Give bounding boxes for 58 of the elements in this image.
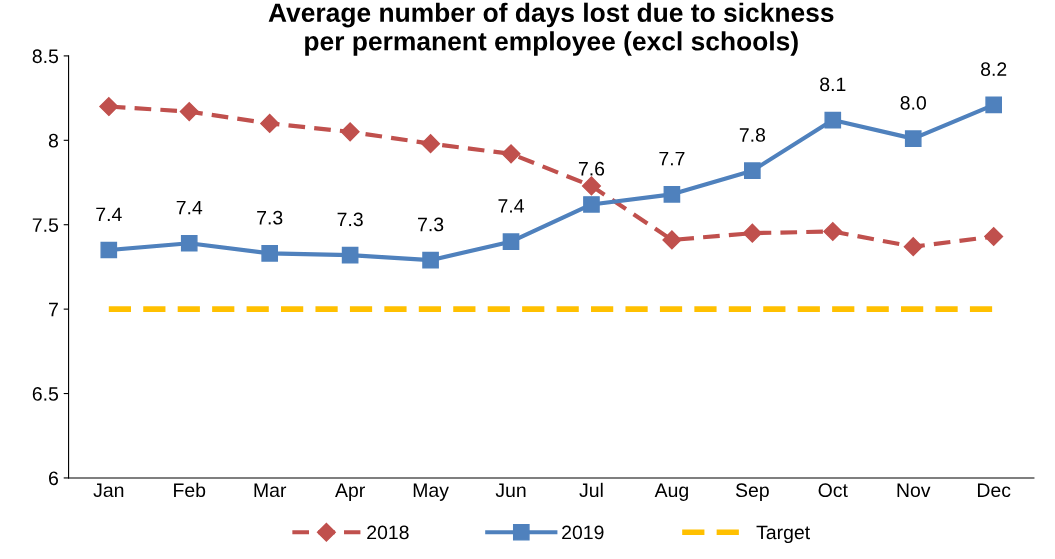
x-tick-label: Sep <box>735 483 769 501</box>
point <box>662 230 682 250</box>
data-label: 7.6 <box>578 161 605 176</box>
point <box>340 122 360 142</box>
y-tick-label: 8 <box>48 133 59 148</box>
data-label: 7.4 <box>498 199 524 213</box>
point <box>260 113 280 133</box>
x-tick-label: May <box>413 483 449 501</box>
point <box>581 176 601 196</box>
data-label: 7.4 <box>176 200 203 215</box>
point <box>422 251 439 269</box>
legend-label: 2019 <box>562 525 604 540</box>
data-label: 7.8 <box>739 128 766 142</box>
point <box>502 233 520 250</box>
x-tick-label: Mar <box>254 483 287 498</box>
data-label: 7.7 <box>659 151 685 166</box>
point <box>261 245 279 262</box>
y-tick-label: 7.5 <box>32 218 59 232</box>
x-tick-label: Apr <box>335 483 365 501</box>
point <box>904 130 922 147</box>
point <box>742 223 762 243</box>
x-tick-label: Jan <box>93 483 124 498</box>
data-label: 8.1 <box>820 77 846 92</box>
data-label: 7.3 <box>337 212 363 227</box>
x-tick-label: Nov <box>897 483 931 498</box>
data-label: 8.2 <box>981 62 1007 77</box>
point <box>501 144 521 164</box>
point <box>421 134 441 154</box>
point <box>583 196 600 213</box>
y-tick-label: 7 <box>49 302 58 317</box>
x-tick-label: Jul <box>579 482 603 498</box>
point <box>823 221 843 242</box>
point <box>100 241 118 259</box>
point <box>985 96 1003 114</box>
point <box>744 162 761 180</box>
x-tick-label: Jun <box>495 483 526 498</box>
y-tick-label: 8.5 <box>32 49 59 64</box>
point <box>824 111 842 129</box>
point <box>663 185 681 203</box>
point <box>903 237 923 257</box>
chart-title: Average number of days lost due to sickness per permanent employee (excl schools) <box>268 2 834 56</box>
y-tick-label: 6 <box>49 471 58 486</box>
data-label: 8.0 <box>900 96 926 110</box>
x-tick-label: Aug <box>654 483 688 501</box>
data-label: 7.3 <box>257 210 283 225</box>
x-tick-label: Feb <box>174 482 206 498</box>
y-tick-label: 6.5 <box>32 387 59 401</box>
legend-label: 2018 <box>367 525 409 540</box>
x-tick-label: Dec <box>977 483 1011 498</box>
data-label: 7.3 <box>418 217 444 232</box>
point <box>180 234 198 252</box>
legend-label: Target <box>756 525 810 544</box>
x-tick-label: Oct <box>818 483 848 498</box>
point <box>341 246 359 264</box>
data-label: 7.4 <box>96 207 122 222</box>
point <box>99 97 119 117</box>
point <box>179 102 199 122</box>
point <box>984 227 1004 247</box>
